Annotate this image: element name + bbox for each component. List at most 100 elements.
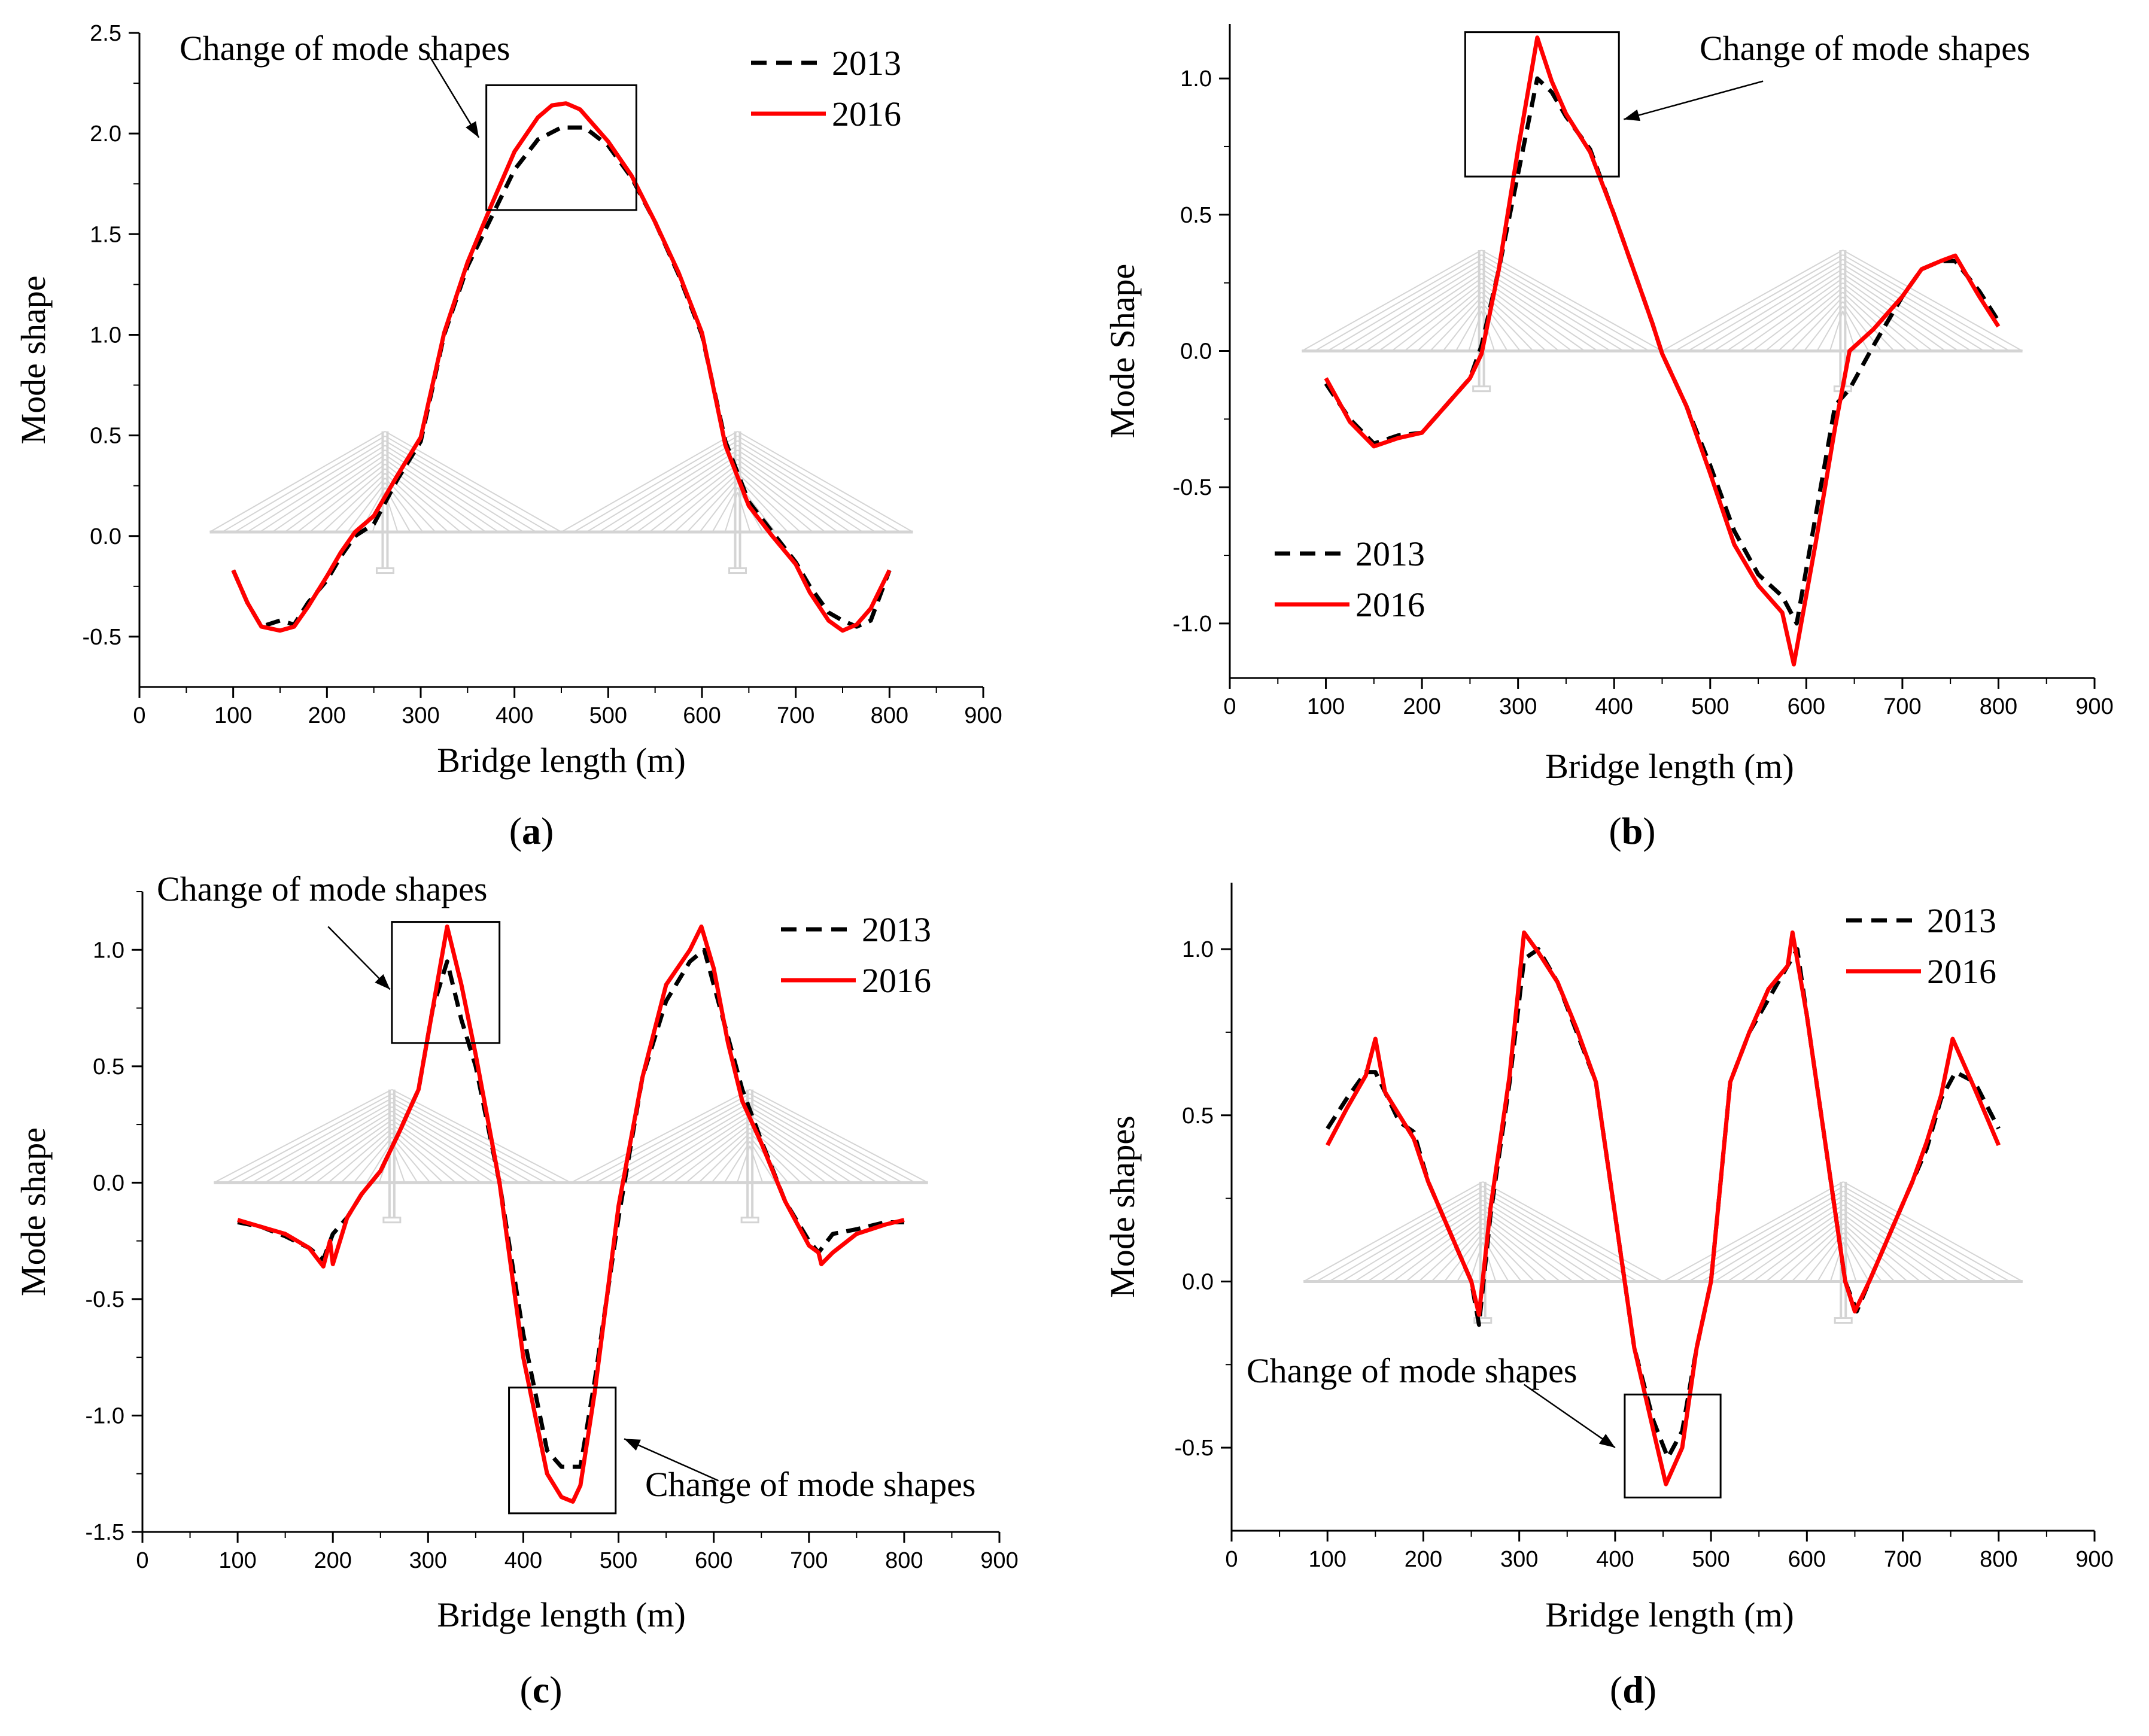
annotation-text: Change of mode shapes (645, 1465, 975, 1504)
bridge-cable (1443, 1232, 1484, 1282)
bridge-cable (749, 1115, 852, 1184)
x-axis-title: Bridge length (m) (1545, 1595, 1794, 1634)
bridge-cable (1843, 1195, 1985, 1282)
bridge-cable (1842, 296, 1895, 352)
bridge-cable (1482, 1199, 1612, 1282)
bridge-cable (1752, 282, 1843, 352)
bridge-pier-base (1473, 1317, 1493, 1324)
bridge-cable (297, 463, 386, 533)
legend-label-2016: 2016 (1355, 585, 1425, 624)
bridge-cable (749, 1111, 865, 1184)
bridge-pier-base (740, 1217, 759, 1224)
bridge-cable (391, 1141, 418, 1183)
bridge-cable (1482, 1218, 1561, 1282)
arrowhead-icon (1598, 1434, 1615, 1448)
bridge-cable (1701, 1195, 1844, 1282)
bridge-cable (1481, 278, 1585, 352)
bridge-cable (661, 468, 738, 533)
panel-d: 0 100 200 300 400 500 600 700 800 900 -0.5 0.0 0.5 1.… (1103, 883, 2114, 1711)
bridge-cable (1791, 296, 1844, 352)
bridge-cable (353, 1136, 393, 1184)
bridge-cable (586, 440, 738, 533)
bridge-cable (1843, 1227, 1895, 1282)
bridge-cable (1442, 301, 1482, 352)
x-tick-label: 0 (136, 1548, 148, 1573)
legend-label-2013: 2013 (1355, 534, 1425, 573)
bridge-cable (698, 1132, 750, 1184)
bridge-cable (749, 1141, 776, 1183)
bridge-cable (327, 1128, 393, 1184)
bridge-cable (685, 1127, 750, 1184)
y-tick-label: -1.0 (86, 1403, 124, 1428)
bridge-cable (712, 487, 738, 533)
y-tick-label: 1.5 (90, 222, 121, 247)
bridge-cable (1740, 1209, 1844, 1282)
y-tick-label: 0.5 (93, 1054, 124, 1080)
bridge-cable (1765, 287, 1843, 352)
annotation-arrow (624, 1438, 719, 1482)
y-tick-label: -0.5 (83, 625, 121, 650)
x-tick-label: 500 (1691, 694, 1729, 719)
bridge-cable (1354, 1199, 1484, 1282)
bridge-cable (322, 473, 386, 533)
bridge-cable (1842, 263, 1984, 352)
legend: 2013 2016 (1275, 534, 1425, 624)
arrowhead-icon (466, 121, 479, 138)
bridge-cable (1455, 306, 1482, 351)
bridge-pier-base (382, 1217, 402, 1224)
x-tick-label: 500 (1692, 1547, 1729, 1572)
annotation-text: Change of mode shapes (1700, 29, 2030, 68)
bridge-cable (1378, 278, 1482, 352)
x-tick-label: 800 (885, 1548, 923, 1573)
bridge-illustration (213, 1089, 929, 1224)
x-tick-label: 600 (683, 703, 721, 728)
bridge-cable (1778, 1223, 1844, 1282)
annotation-box (1624, 1393, 1722, 1498)
annotation-text: Change of mode shapes (180, 29, 510, 68)
bridge-cable (749, 1106, 878, 1184)
bridge-cable (737, 463, 826, 533)
bridge-cable (1676, 1185, 1844, 1282)
bridge-cable (239, 1097, 393, 1184)
bridge-cable (749, 1097, 903, 1184)
annotation-box (391, 921, 501, 1044)
bridge-cable (1714, 1199, 1844, 1282)
x-tick-label: 900 (980, 1548, 1018, 1573)
annotation-box (485, 84, 637, 211)
bridge-cable (1481, 259, 1637, 352)
bridge-cable (737, 473, 801, 533)
x-tick-label: 200 (314, 1548, 352, 1573)
bridge-cable (1803, 301, 1844, 352)
bridge-cable (674, 473, 738, 533)
bridge-cable (636, 458, 738, 533)
bridge-cable (736, 1145, 751, 1183)
x-tick-label: 100 (218, 1548, 256, 1573)
y-tick-label: 1.0 (90, 323, 121, 348)
bridge-cable (570, 1089, 750, 1184)
bridge-cable (1481, 301, 1521, 352)
bridge-cable (1314, 254, 1482, 352)
arrowhead-icon (624, 1439, 641, 1451)
bridge-cable (1842, 268, 1972, 352)
bridge-cable (1700, 263, 1843, 352)
bridge-cable (1482, 1209, 1586, 1282)
panel-label: (c) (519, 1668, 562, 1711)
bridge-cable (686, 478, 738, 533)
bridge-cable (1739, 278, 1843, 352)
x-axis-title: Bridge length (m) (1545, 747, 1794, 786)
bridge-cable (737, 440, 889, 533)
bridge-cable (749, 1093, 916, 1184)
y-tick-label: 2.5 (90, 21, 121, 46)
y-tick-label: 0.0 (1182, 1269, 1214, 1294)
bridge-cable (1816, 306, 1844, 352)
bridge-cable (391, 1127, 457, 1184)
annotation-box (1464, 31, 1620, 178)
x-tick-label: 800 (1980, 694, 2017, 719)
bridge-cable (649, 463, 738, 533)
x-tick-label: 200 (308, 703, 346, 728)
bridge-cable (384, 435, 549, 533)
bridge-cable (749, 1102, 890, 1184)
annotation-box (508, 1387, 617, 1515)
series-line-2016 (1324, 35, 2001, 667)
bridge-cable (647, 1115, 750, 1184)
